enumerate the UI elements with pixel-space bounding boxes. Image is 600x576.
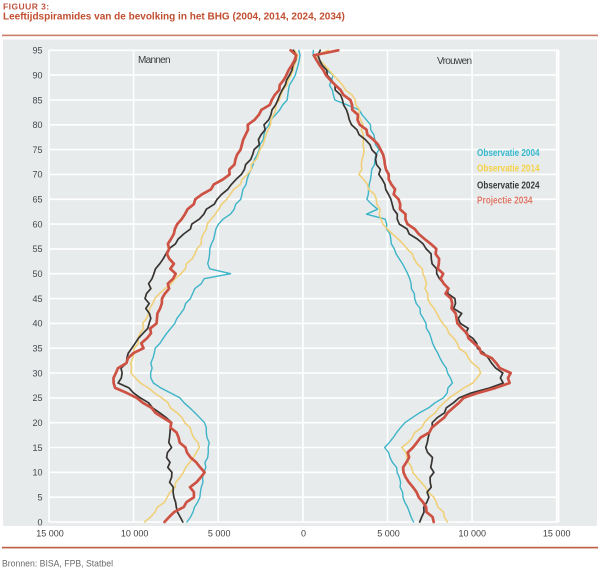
svg-text:Observatie 2014: Observatie 2014 [477, 164, 540, 175]
svg-text:Projectie 2034: Projectie 2034 [477, 196, 533, 207]
svg-text:Vrouwen: Vrouwen [437, 56, 472, 67]
svg-text:60: 60 [32, 219, 42, 229]
svg-text:75: 75 [32, 145, 42, 155]
svg-text:5: 5 [37, 493, 42, 503]
svg-text:Bronnen: BISA, FPB, Statbel: Bronnen: BISA, FPB, Statbel [2, 559, 113, 569]
svg-text:65: 65 [32, 195, 42, 205]
svg-text:85: 85 [32, 95, 42, 105]
svg-text:Observatie 2004: Observatie 2004 [477, 148, 540, 159]
svg-text:90: 90 [32, 70, 42, 80]
svg-text:45: 45 [32, 294, 42, 304]
svg-text:15: 15 [32, 443, 42, 453]
svg-text:35: 35 [32, 344, 42, 354]
svg-text:30: 30 [32, 368, 42, 378]
svg-text:50: 50 [32, 269, 42, 279]
svg-text:FIGUUR 3:: FIGUUR 3: [3, 2, 50, 12]
svg-text:80: 80 [32, 120, 42, 130]
svg-text:Mannen: Mannen [138, 55, 171, 66]
svg-text:40: 40 [32, 319, 42, 329]
svg-text:0: 0 [37, 517, 42, 527]
svg-text:10: 10 [32, 468, 42, 478]
svg-text:15 000: 15 000 [543, 529, 571, 539]
svg-text:5 000: 5 000 [377, 529, 400, 539]
svg-text:20: 20 [32, 418, 42, 428]
svg-text:Observatie 2024: Observatie 2024 [477, 181, 540, 192]
svg-text:55: 55 [32, 244, 42, 254]
svg-text:5 000: 5 000 [208, 529, 231, 539]
svg-text:0: 0 [301, 529, 306, 539]
svg-text:10 000: 10 000 [121, 529, 149, 539]
svg-text:70: 70 [32, 170, 42, 180]
svg-text:95: 95 [32, 46, 42, 56]
svg-text:10 000: 10 000 [459, 529, 487, 539]
svg-text:15 000: 15 000 [36, 529, 64, 539]
svg-text:Leeftijdspiramides van de bevo: Leeftijdspiramides van de bevolking in h… [3, 12, 345, 23]
svg-text:25: 25 [32, 393, 42, 403]
